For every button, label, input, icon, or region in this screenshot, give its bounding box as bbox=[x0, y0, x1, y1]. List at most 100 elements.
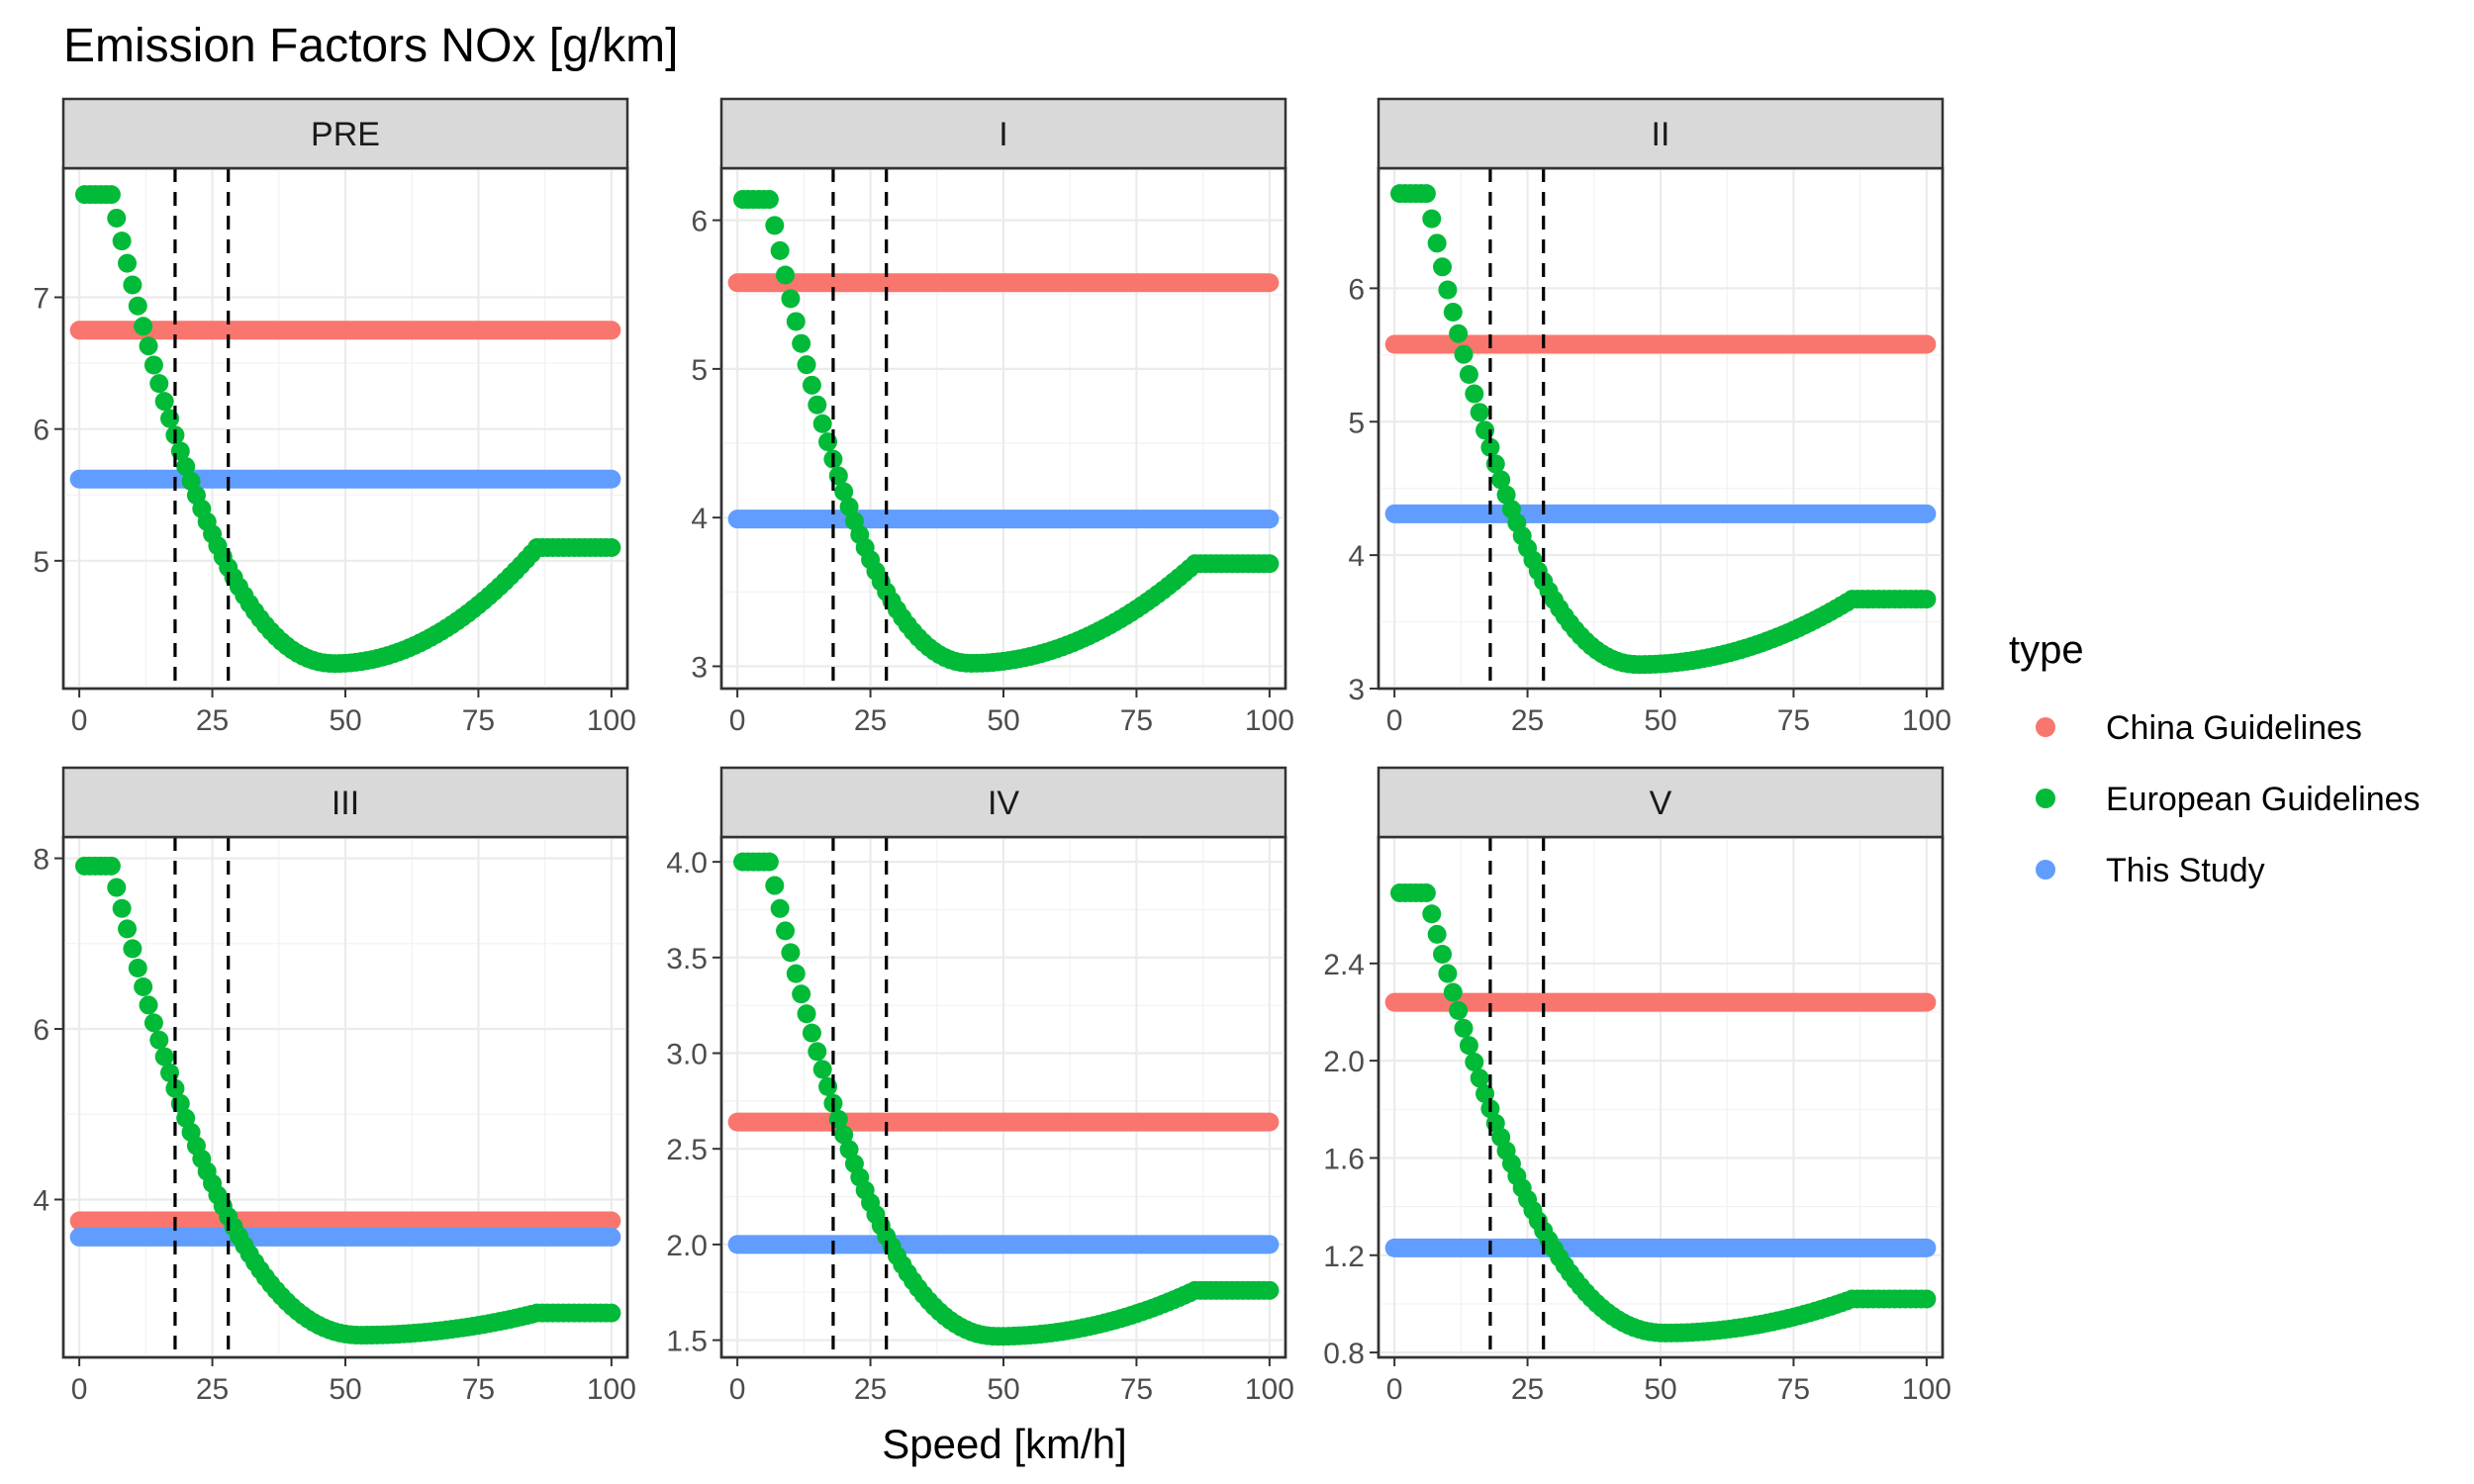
european-point bbox=[1260, 554, 1280, 574]
legend-item: European Guidelines bbox=[2036, 781, 2421, 818]
european-point bbox=[781, 289, 801, 309]
y-tick-label: 2.0 bbox=[666, 1230, 708, 1262]
european-point bbox=[839, 497, 859, 516]
european-point bbox=[770, 898, 790, 918]
european-point bbox=[1496, 485, 1516, 505]
x-tick-label: 75 bbox=[462, 1373, 495, 1406]
european-point bbox=[765, 216, 785, 235]
y-tick-label: 2.0 bbox=[1323, 1046, 1365, 1078]
european-point bbox=[1459, 364, 1478, 384]
legend-label: European Guidelines bbox=[2106, 781, 2421, 818]
facet-label: II bbox=[1652, 116, 1670, 153]
european-point bbox=[123, 939, 143, 959]
y-tick-label: 6 bbox=[33, 415, 49, 447]
y-tick-label: 3.0 bbox=[666, 1039, 708, 1071]
panel-iii: III 0 25 50 75 100 4 6 8 bbox=[33, 766, 636, 1406]
european-point bbox=[118, 919, 138, 939]
panel-iv: IV 0 25 50 75 100 1.5 2.0 2.5 3.0 3.5 4.0 bbox=[666, 766, 1294, 1406]
legend-item: This Study bbox=[2036, 852, 2265, 889]
european-point bbox=[1427, 233, 1447, 253]
x-tick-label: 25 bbox=[1511, 704, 1544, 737]
european-point bbox=[1917, 1289, 1937, 1309]
y-tick-label: 5 bbox=[33, 546, 49, 579]
x-tick-label: 75 bbox=[1777, 704, 1810, 737]
y-tick-label: 6 bbox=[691, 206, 708, 238]
european-point bbox=[1260, 1280, 1280, 1300]
european-point bbox=[101, 856, 121, 876]
y-tick-label: 2.5 bbox=[666, 1134, 708, 1166]
european-point bbox=[808, 395, 827, 415]
european-point bbox=[839, 1140, 859, 1159]
european-point bbox=[812, 414, 832, 433]
x-tick-label: 25 bbox=[196, 704, 229, 737]
european-point bbox=[797, 355, 816, 375]
facet-strip bbox=[61, 97, 629, 170]
european-point bbox=[781, 943, 801, 963]
x-tick-label: 50 bbox=[329, 1373, 361, 1406]
european-point bbox=[143, 355, 163, 375]
x-tick-label: 50 bbox=[1644, 704, 1676, 737]
european-point bbox=[808, 1042, 827, 1062]
european-guidelines-series bbox=[75, 185, 621, 674]
x-tick-label: 100 bbox=[1245, 704, 1294, 737]
european-point bbox=[107, 878, 127, 897]
european-point bbox=[101, 185, 121, 205]
european-point bbox=[134, 317, 153, 336]
european-point bbox=[792, 984, 811, 1004]
european-point bbox=[149, 374, 169, 394]
x-tick-label: 50 bbox=[987, 704, 1019, 737]
european-point bbox=[786, 964, 806, 983]
facet-label: I bbox=[999, 116, 1007, 153]
european-point bbox=[834, 1125, 854, 1145]
y-tick-label: 6 bbox=[1348, 273, 1365, 306]
european-point bbox=[143, 1013, 163, 1033]
european-point bbox=[1454, 1018, 1474, 1038]
european-point bbox=[149, 1030, 169, 1050]
y-tick-label: 1.5 bbox=[666, 1326, 708, 1358]
panel-pre: PRE 0 25 50 75 100 5 6 7 bbox=[33, 97, 636, 737]
european-point bbox=[765, 876, 785, 895]
panel-grid bbox=[1379, 837, 1943, 1357]
european-point bbox=[1416, 184, 1436, 204]
x-tick-label: 25 bbox=[196, 1373, 229, 1406]
y-tick-label: 4.0 bbox=[666, 847, 708, 880]
y-tick-label: 3.5 bbox=[666, 943, 708, 975]
x-tick-label: 75 bbox=[1777, 1373, 1810, 1406]
european-point bbox=[602, 538, 621, 558]
legend-key bbox=[2036, 717, 2055, 737]
x-tick-label: 100 bbox=[1902, 1373, 1951, 1406]
european-point bbox=[128, 296, 147, 316]
facet-label: III bbox=[332, 785, 359, 822]
european-point bbox=[1433, 945, 1453, 965]
european-guidelines-series bbox=[1390, 883, 1937, 1343]
legend-key bbox=[2036, 860, 2055, 880]
x-tick-label: 0 bbox=[1386, 704, 1403, 737]
y-tick-label: 2.4 bbox=[1323, 949, 1365, 981]
x-tick-label: 0 bbox=[71, 704, 88, 737]
european-point bbox=[112, 232, 132, 251]
x-tick-label: 0 bbox=[1386, 1373, 1403, 1406]
y-tick-label: 7 bbox=[33, 283, 49, 316]
panel-grid bbox=[721, 168, 1285, 689]
european-point bbox=[139, 995, 158, 1015]
european-point bbox=[139, 336, 158, 356]
european-point bbox=[1427, 924, 1447, 944]
european-point bbox=[1454, 344, 1474, 364]
x-tick-label: 100 bbox=[587, 704, 636, 737]
european-point bbox=[176, 456, 196, 476]
legend: type China Guidelines European Guidelines… bbox=[2009, 628, 2421, 889]
legend-item: China Guidelines bbox=[2036, 709, 2362, 747]
european-point bbox=[1465, 1053, 1484, 1072]
y-tick-label: 3 bbox=[691, 651, 708, 684]
x-tick-label: 75 bbox=[1120, 704, 1153, 737]
facet-strip bbox=[1377, 97, 1945, 170]
x-tick-label: 100 bbox=[587, 1373, 636, 1406]
legend-label: This Study bbox=[2106, 852, 2265, 889]
y-tick-label: 4 bbox=[691, 503, 708, 535]
y-tick-label: 1.2 bbox=[1323, 1241, 1365, 1273]
european-point bbox=[1459, 1036, 1478, 1056]
x-tick-label: 0 bbox=[71, 1373, 88, 1406]
european-point bbox=[602, 1303, 621, 1323]
european-point bbox=[165, 1078, 185, 1098]
